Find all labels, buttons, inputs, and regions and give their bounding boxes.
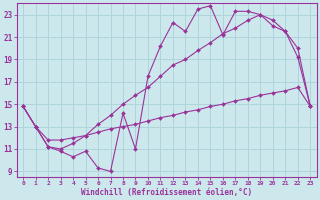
X-axis label: Windchill (Refroidissement éolien,°C): Windchill (Refroidissement éolien,°C) bbox=[81, 188, 252, 197]
